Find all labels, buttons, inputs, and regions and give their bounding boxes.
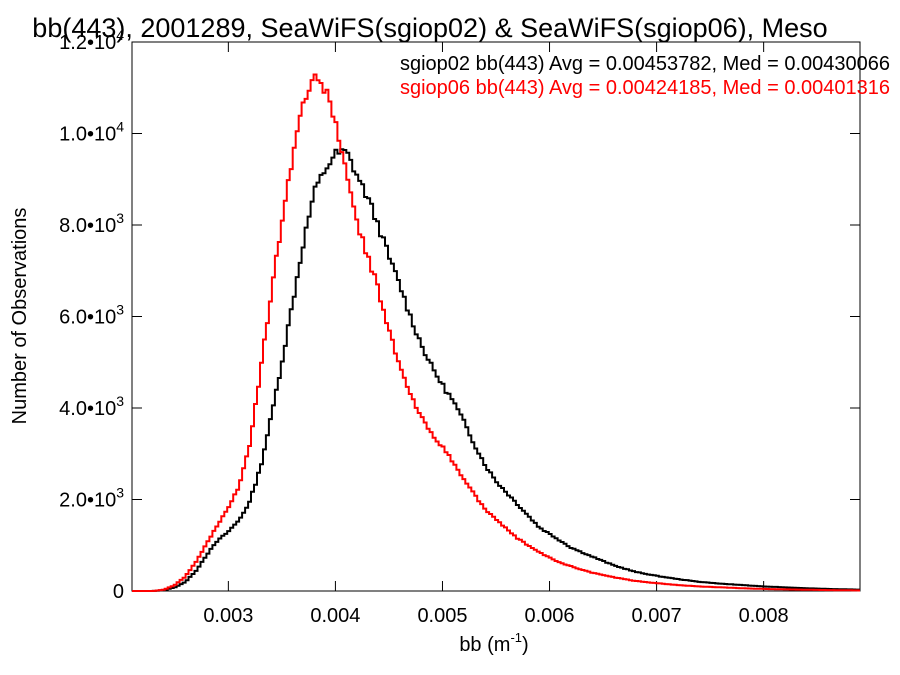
x-tick-label: 0.008 (739, 605, 789, 627)
y-tick-label: 4.0•103 (59, 393, 124, 420)
y-tick-label: 1.0•104 (59, 119, 124, 146)
series-line-sgiop06 (132, 73, 860, 592)
y-tick-label: 0 (113, 581, 124, 603)
y-tick-exponent: 3 (116, 485, 124, 501)
legend-entry-sgiop06: sgiop06 bb(443) Avg = 0.00424185, Med = … (400, 77, 890, 99)
x-tick-label: 0.003 (203, 605, 253, 627)
y-tick-exponent: 3 (116, 302, 124, 318)
y-tick-mantissa: 2.0•10 (59, 490, 116, 512)
y-tick-label: 1.2•104 (59, 27, 124, 54)
y-tick-label: 8.0•103 (59, 210, 124, 237)
x-axis-label-superscript: -1 (510, 630, 522, 645)
y-tick-label: 6.0•103 (59, 302, 124, 329)
x-tick-label: 0.004 (310, 605, 360, 627)
y-tick-exponent: 4 (116, 119, 124, 135)
y-axis-ticks: 02.0•1034.0•1036.0•1038.0•1031.0•1041.2•… (59, 27, 860, 603)
legend: sgiop02 bb(443) Avg = 0.00453782, Med = … (400, 53, 890, 99)
x-axis-label-text: bb (m (459, 634, 510, 656)
x-tick-label: 0.006 (524, 605, 574, 627)
y-tick-mantissa: 0 (113, 581, 124, 603)
y-tick-exponent: 4 (116, 27, 124, 43)
series-group (132, 73, 860, 592)
legend-entry-sgiop02: sgiop02 bb(443) Avg = 0.00453782, Med = … (400, 53, 890, 75)
x-axis-ticks: 0.003 0.004 0.005 0.006 0.007 0.008 (203, 42, 789, 627)
y-tick-mantissa: 1.2•10 (59, 32, 116, 54)
y-tick-exponent: 3 (116, 393, 124, 409)
y-tick-exponent: 3 (116, 210, 124, 226)
plot-frame (131, 41, 861, 592)
y-tick-mantissa: 1.0•10 (59, 124, 116, 146)
y-tick-label: 2.0•103 (59, 485, 124, 512)
x-tick-label: 0.005 (417, 605, 467, 627)
x-tick-label: 0.007 (632, 605, 682, 627)
chart-title: bb(443), 2001289, SeaWiFS(sgiop02) & Sea… (32, 13, 827, 43)
series-line-sgiop02 (132, 148, 860, 592)
y-tick-mantissa: 6.0•10 (59, 307, 116, 329)
y-tick-mantissa: 4.0•10 (59, 398, 116, 420)
y-axis-label: Number of Observations (9, 208, 31, 425)
y-tick-mantissa: 8.0•10 (59, 215, 116, 237)
x-axis-label: bb (m-1) (459, 630, 528, 656)
x-axis-label-close: ) (522, 634, 529, 656)
